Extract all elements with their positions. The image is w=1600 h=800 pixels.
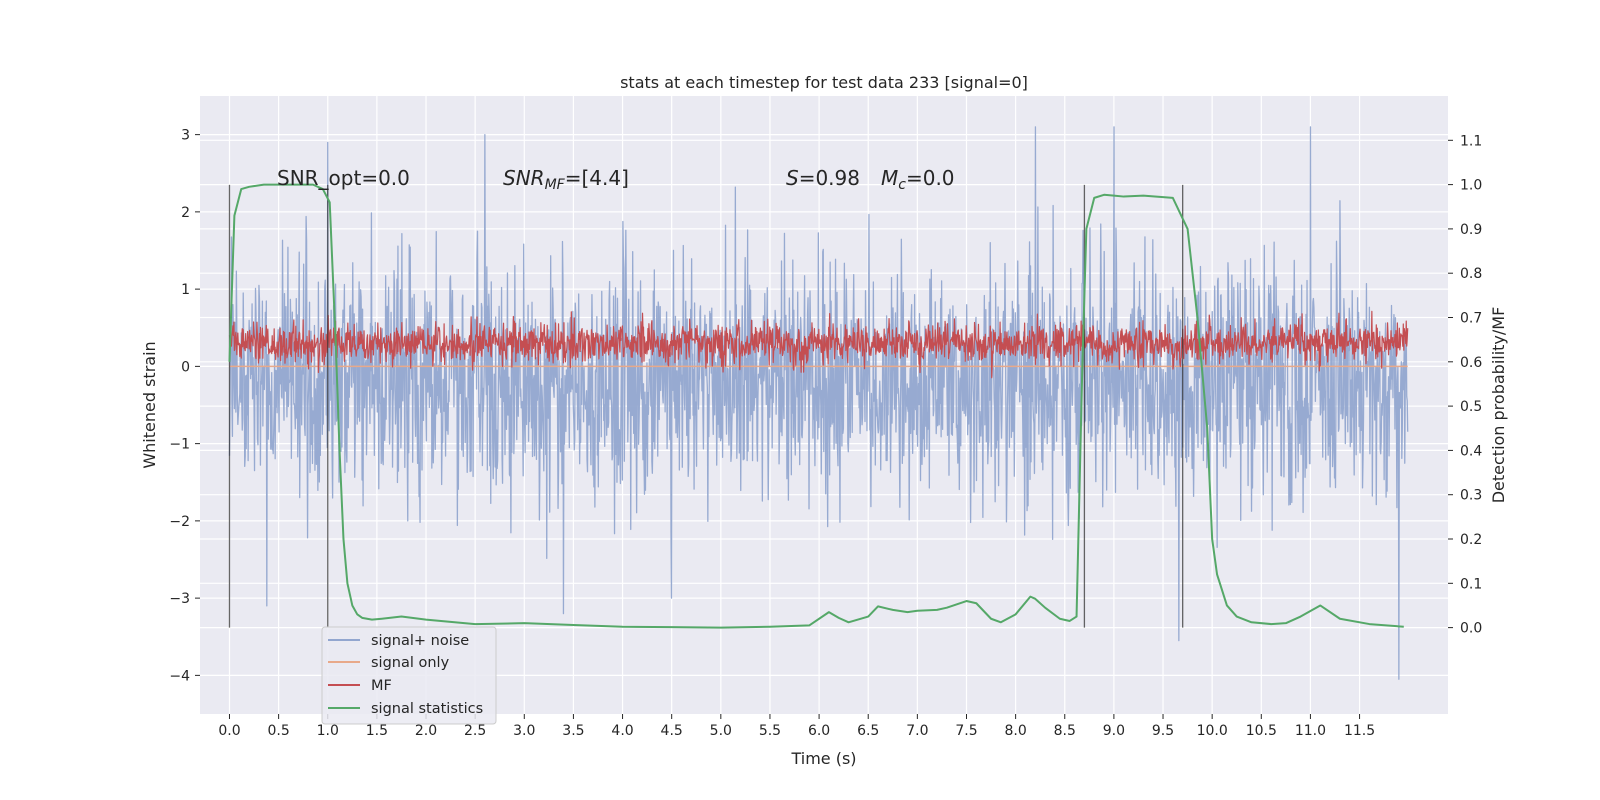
annotation-mc: Mc=0.0	[881, 166, 955, 193]
y-tick-label: −4	[169, 668, 190, 684]
x-tick-label: 6.5	[857, 723, 879, 739]
legend-label-signal-statistics: signal statistics	[371, 701, 483, 717]
y2-tick-label: 0.2	[1460, 532, 1482, 548]
vertical-markers	[228, 184, 1184, 628]
x-tick-label: 5.5	[759, 723, 781, 739]
x-tick-label: 8.0	[1004, 723, 1026, 739]
y-tick-label: −3	[169, 591, 190, 607]
probability-series	[228, 183, 1404, 629]
x-tick-label: 7.5	[955, 723, 977, 739]
x-tick-label: 9.5	[1152, 723, 1174, 739]
annotation-snr-mf-value: =[4.4]	[565, 166, 629, 190]
series-mf	[228, 310, 1409, 379]
y2-tick-label: 0.8	[1460, 266, 1482, 282]
y2-tick-label: 0.4	[1460, 443, 1482, 459]
x-tick-label: 2.5	[464, 723, 486, 739]
annotation-snr-mf-name: SNR	[503, 166, 545, 190]
x-tick-label: 10.5	[1246, 723, 1277, 739]
x-tick-label: 8.5	[1054, 723, 1076, 739]
x-tick-label: 1.0	[317, 723, 339, 739]
annotation-s-value: =0.98	[799, 166, 860, 190]
y-tick-label: −2	[169, 514, 190, 530]
x-tick-label: 11.0	[1295, 723, 1326, 739]
y-tick-label: −1	[169, 437, 190, 453]
legend-label-signal-only: signal only	[371, 655, 450, 671]
y2-tick-label: 1.1	[1460, 133, 1482, 149]
annotation-mc-sub: c	[898, 177, 906, 193]
legend-box	[321, 626, 497, 725]
y2-tick-label: 1.0	[1460, 178, 1482, 194]
y-tick-label: 0	[181, 359, 190, 375]
annotation-snr-opt: SNR_opt=0.0	[277, 166, 410, 190]
y2-tick-label: 0.9	[1460, 222, 1482, 238]
x-tick-label: 6.0	[808, 723, 830, 739]
y-tick-label: 2	[181, 205, 190, 221]
chart-title: stats at each timestep for test data 233…	[620, 73, 1028, 92]
legend-label-mf: MF	[371, 678, 392, 694]
legend-label-signal-noise: signal+ noise	[371, 633, 469, 649]
x-tick-label: 7.0	[906, 723, 928, 739]
x-axis-label: Time (s)	[790, 749, 856, 768]
series-signal-statistics	[228, 183, 1404, 629]
x-tick-label: 0.0	[218, 723, 240, 739]
data-series	[228, 126, 1409, 680]
x-tick-label: 10.0	[1197, 723, 1228, 739]
legend: signal+ noise signal only MF signal stat…	[321, 626, 497, 725]
y2-tick-label: 0.6	[1460, 355, 1482, 371]
x-tick-label: 5.0	[710, 723, 732, 739]
y2-tick-label: 0.7	[1460, 311, 1482, 327]
y2-tick-label: 0.3	[1460, 488, 1482, 504]
x-tick-label: 2.0	[415, 723, 437, 739]
annotation-s-name: S	[786, 166, 799, 190]
x-tick-label: 9.0	[1103, 723, 1125, 739]
annotation-mc-name: M	[881, 166, 898, 190]
axis-ticks: 0.0 0.5 1.0 1.5 2.0 2.5 3.0 3.5 4.0 4.5 5.0 5.5 6.0 6…	[169, 128, 1482, 739]
y2-tick-label: 0.1	[1460, 576, 1482, 592]
y-axis-label: Whitened strain	[140, 341, 159, 468]
x-tick-label: 4.0	[611, 723, 633, 739]
y-tick-label: 3	[181, 128, 190, 144]
annotation-snr-mf: SNRMF=[4.4]	[503, 166, 629, 193]
annotation-snr-mf-sub: MF	[545, 177, 566, 193]
y2-tick-label: 0.0	[1460, 621, 1482, 637]
y2-tick-label: 0.5	[1460, 399, 1482, 415]
annotation-s: S=0.98	[786, 166, 860, 190]
x-tick-label: 0.5	[267, 723, 289, 739]
x-tick-label: 3.0	[513, 723, 535, 739]
x-tick-label: 1.5	[366, 723, 388, 739]
x-tick-label: 3.5	[562, 723, 584, 739]
y-tick-label: 1	[181, 282, 190, 298]
annotation-mc-value: =0.0	[906, 166, 955, 190]
x-tick-label: 4.5	[661, 723, 683, 739]
x-tick-label: 11.5	[1344, 723, 1375, 739]
y2-axis-label: Detection probability/MF	[1489, 307, 1508, 504]
